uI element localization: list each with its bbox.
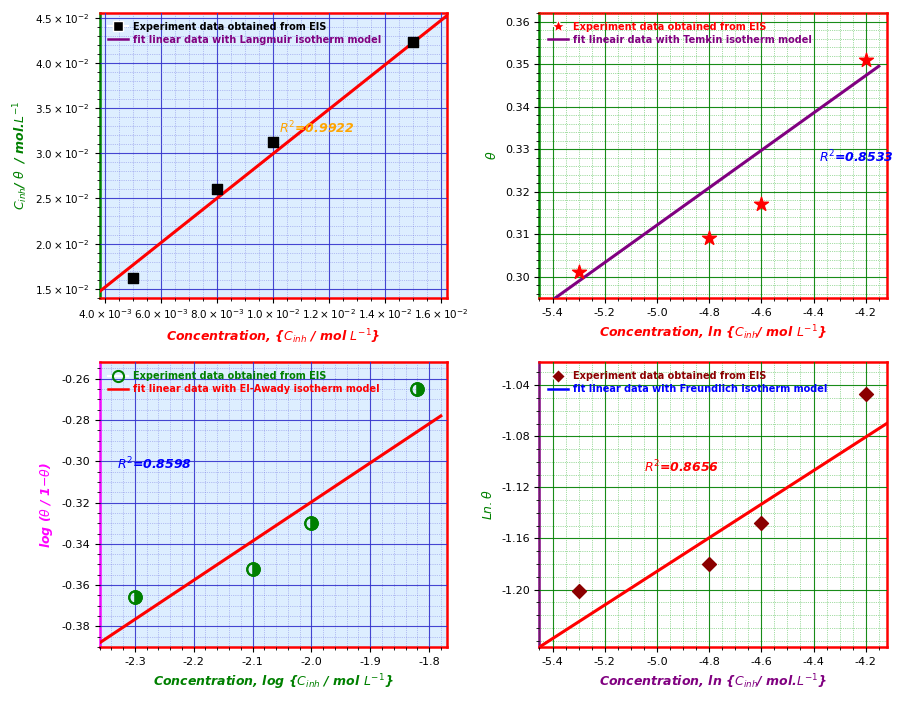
Point	[571, 585, 586, 596]
Legend: Experiment data obtained from EIS, fit linear data with Freundlich isotherm mode: Experiment data obtained from EIS, fit l…	[544, 367, 831, 398]
X-axis label: Concentration, ln {$C_{inh}$/ mol.$L^{-1}$}: Concentration, ln {$C_{inh}$/ mol.$L^{-1…	[599, 672, 827, 691]
Text: $R^2$=0.9922: $R^2$=0.9922	[278, 120, 354, 136]
Legend: Experiment data obtained from EIS, fit lineair data with Temkin isotherm model: Experiment data obtained from EIS, fit l…	[544, 18, 815, 49]
Y-axis label: log ($\theta$ / 1$-$$\theta$): log ($\theta$ / 1$-$$\theta$)	[38, 462, 56, 548]
Point	[754, 517, 769, 529]
Point	[126, 272, 140, 283]
Point	[571, 266, 586, 278]
Point	[702, 558, 716, 569]
Text: $R^2$=0.8533: $R^2$=0.8533	[819, 148, 894, 165]
Text: $R^2$=0.8656: $R^2$=0.8656	[644, 458, 719, 475]
Point	[858, 54, 873, 65]
Point	[754, 199, 769, 210]
X-axis label: Concentration, log {$C_{inh}$ / mol $L^{-1}$}: Concentration, log {$C_{inh}$ / mol $L^{…	[153, 672, 393, 692]
Point	[266, 137, 280, 148]
Point	[210, 183, 225, 195]
Y-axis label: $\theta$: $\theta$	[485, 150, 500, 160]
Y-axis label: $Ln.\theta$: $Ln.\theta$	[481, 489, 495, 520]
Legend: Experiment data obtained from EIS, fit linear data with Langmuir isotherm model: Experiment data obtained from EIS, fit l…	[105, 18, 385, 49]
Y-axis label: $C_{inh}$/ $\theta$  / mol.$L^{-1}$: $C_{inh}$/ $\theta$ / mol.$L^{-1}$	[11, 101, 30, 210]
Legend: Experiment data obtained from EIS, fit linear data with El-Awady isotherm model: Experiment data obtained from EIS, fit l…	[105, 367, 383, 398]
Point	[858, 389, 873, 400]
X-axis label: Concentration, ln {$C_{inh}$/ mol $L^{-1}$}: Concentration, ln {$C_{inh}$/ mol $L^{-1…	[599, 323, 827, 342]
Text: $R^2$=0.8598: $R^2$=0.8598	[117, 456, 192, 472]
Point	[406, 37, 420, 48]
X-axis label: Concentration, {$C_{inh}$ / mol $L^{-1}$}: Concentration, {$C_{inh}$ / mol $L^{-1}$…	[166, 327, 380, 346]
Point	[702, 233, 716, 244]
